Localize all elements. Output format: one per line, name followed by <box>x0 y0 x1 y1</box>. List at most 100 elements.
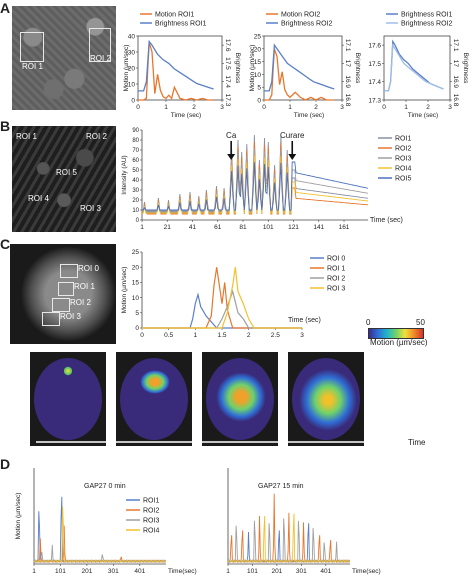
y-tick-label: 25 <box>132 249 140 256</box>
y-tick-label: 10 <box>132 295 140 302</box>
y-axis-label: Motion (µm/sec) <box>249 45 256 92</box>
legend-label: ROI 2 <box>327 276 345 283</box>
x-tick-label: 1 <box>32 568 36 575</box>
series-line <box>142 292 302 329</box>
legend-label: ROI1 <box>143 498 159 505</box>
series-line <box>264 43 335 92</box>
series-line <box>142 267 302 329</box>
x-tick-label: 141 <box>313 224 324 231</box>
motion-colorbar <box>368 328 424 339</box>
y2-tick-label: 17.3 <box>224 94 231 107</box>
legend-label: Motion ROI2 <box>281 12 320 19</box>
series-line <box>138 39 214 92</box>
curare-arrow-head <box>288 154 297 160</box>
roi-label: ROI 1 <box>22 62 43 71</box>
x-tick-label: 3 <box>448 104 452 111</box>
x-tick-label: 0 <box>136 104 140 111</box>
legend-label: ROI2 <box>143 508 159 515</box>
plot-frame <box>383 35 451 101</box>
y-axis-label: Motion (µm/sec) <box>15 493 22 540</box>
x-tick-label: 101 <box>55 568 66 575</box>
y2-tick-label: 16.8 <box>344 94 351 107</box>
y-tick-label: 25 <box>254 34 262 41</box>
y-tick-label: 15 <box>132 280 140 287</box>
y-tick-label: 70 <box>132 148 139 154</box>
y-tick-label: 40 <box>128 34 136 41</box>
legend-label: Brightness ROI1 <box>155 21 206 28</box>
y2-tick-label: 16.9 <box>344 75 351 88</box>
y-tick-label: 30 <box>128 50 136 57</box>
y2-tick-label: 16.9 <box>452 75 459 88</box>
x-tick-label: 1 <box>140 224 144 231</box>
x-tick-label: 2 <box>192 104 196 111</box>
ca-arrow-head <box>227 154 236 160</box>
panel-a-letter: A <box>0 0 11 16</box>
legend-label: Brightness ROI2 <box>401 21 452 28</box>
y-tick-label: 0 <box>135 325 139 332</box>
y-tick-label: 30 <box>132 188 139 194</box>
series-line <box>227 513 351 563</box>
x-tick-label: 2 <box>247 332 251 339</box>
x-tick-label: 1.5 <box>217 332 226 339</box>
roi-label: ROI 5 <box>56 168 77 177</box>
y-tick-label: 10 <box>132 208 139 214</box>
x-axis-label: Time(sec) <box>352 568 381 575</box>
y2-tick-label: 17.6 <box>224 39 231 52</box>
x-tick-label: 1 <box>194 332 198 339</box>
series-line <box>142 267 302 329</box>
roi-3-box <box>42 312 60 326</box>
series-line <box>138 42 214 101</box>
legend-label: ROI3 <box>395 156 411 163</box>
x-tick-label: 101 <box>263 224 274 231</box>
x-tick-label: 3 <box>220 104 224 111</box>
colorbar-title: Motion (µm/sec) <box>370 338 428 347</box>
x-tick-label: 81 <box>239 224 247 231</box>
roi-label: ROI 4 <box>28 194 49 203</box>
x-tick-label: 301 <box>108 568 119 575</box>
legend-label: Motion ROI1 <box>155 12 194 19</box>
roi-2-box <box>89 28 111 62</box>
x-axis-label: Time (sec) <box>370 217 403 224</box>
panel-d-letter: D <box>0 456 11 472</box>
series-line <box>142 161 369 211</box>
legend-label: ROI 0 <box>327 256 345 263</box>
x-tick-label: 1 <box>288 104 292 111</box>
panel-a-chart-roi1: 0 10 20 30 40 17.3 17.4 17.5 17.6 0 1 2 3 Time (sec) M… <box>123 12 241 120</box>
x-axis-label: Time (sec) <box>294 112 324 119</box>
y-tick-label: 0 <box>136 218 140 224</box>
y2-tick-label: 17.4 <box>224 75 231 88</box>
time-arrow-label: Time <box>408 438 426 447</box>
chart-title: GAP27 0 min <box>84 483 126 490</box>
panel-d-chart-0min: 1 101 201 301 401 Time(sec) Motion (µm/sec) GAP… <box>15 468 197 575</box>
x-tick-label: 3 <box>300 332 304 339</box>
panel-c-micrograph: ROI 0 ROI 1 ROI 2 ROI 3 <box>10 244 116 344</box>
y-axis-label: Intensity (AU) <box>121 155 128 194</box>
series-line <box>33 506 166 563</box>
x-tick-label: 401 <box>320 568 331 575</box>
roi-2-box <box>52 298 70 312</box>
x-tick-label: 101 <box>247 568 258 575</box>
legend-label: ROI5 <box>395 176 411 183</box>
series-line <box>33 544 166 563</box>
y-axis-label: Motion (µm/sec) <box>121 267 128 314</box>
legend-label: Brightness ROI1 <box>401 12 452 19</box>
x-tick-label: 2 <box>314 104 318 111</box>
x-tick-label: 161 <box>339 224 350 231</box>
roi-label: ROI 2 <box>90 54 111 63</box>
roi-label: ROI 2 <box>86 132 107 141</box>
y-tick-label: 90 <box>132 128 139 134</box>
y-tick-label: 5 <box>135 310 139 317</box>
motion-heatmap-frame-3 <box>202 352 278 446</box>
panel-b-micrograph: ROI 1 ROI 2 ROI 5 ROI 4 ROI 3 <box>12 126 116 232</box>
y2-tick-label: 17.1 <box>344 39 351 52</box>
x-tick-label: 1 <box>404 104 408 111</box>
y2-tick-label: 17 <box>344 60 351 68</box>
y-tick-label: 15 <box>254 59 262 66</box>
y-tick-label: 5 <box>257 85 261 92</box>
x-axis-label: Time (sec) <box>288 317 321 324</box>
y-axis-label: Motion (µm/sec) <box>123 45 130 92</box>
y-tick-label: 0 <box>131 98 135 105</box>
y-tick-label: 20 <box>128 66 136 73</box>
x-axis-label: Time (sec) <box>171 112 201 119</box>
y2-tick-label: 17.1 <box>452 39 459 52</box>
